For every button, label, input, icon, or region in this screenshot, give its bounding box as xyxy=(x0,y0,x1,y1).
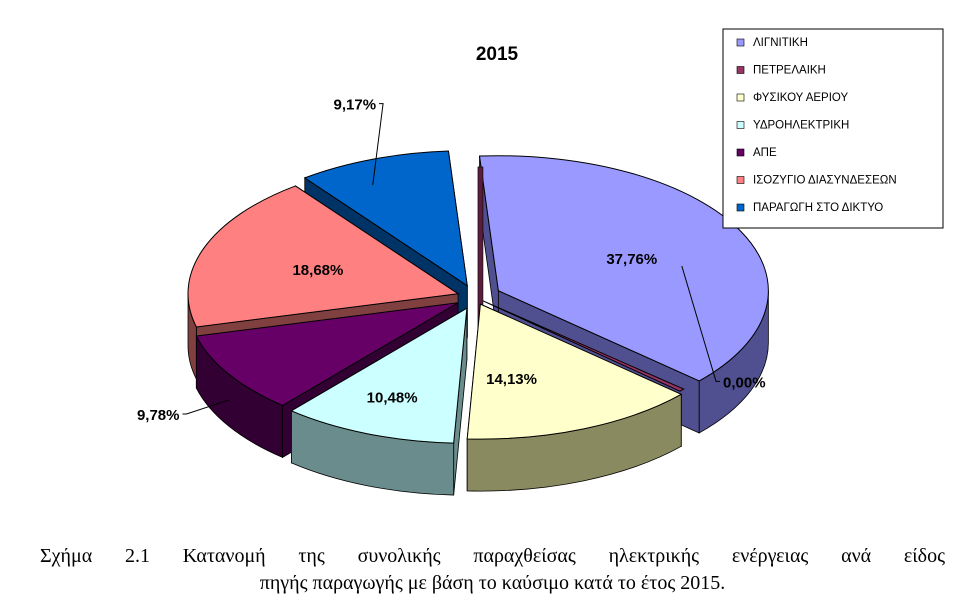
legend-box xyxy=(722,28,944,229)
pie-chart: 2015 37,76% 0,00% 14,13% 10,48% 9,78% 18,68% 9… xyxy=(137,28,944,496)
figure-caption: Σχήμα 2.1 Κατανομή της συνολικής παραχθε… xyxy=(40,543,945,597)
leader-line-απε xyxy=(182,399,229,415)
caption-line-1: Σχήμα 2.1 Κατανομή της συνολικής παραχθε… xyxy=(40,545,945,567)
legend-swatch-φυσικου-αεριου xyxy=(736,93,745,102)
leader-line-παραγωγη-στο-δικτυο xyxy=(372,103,384,186)
slice-απε xyxy=(195,302,459,406)
data-labels: 37,76% 0,00% 14,13% 10,48% 9,78% 18,68% 9,17% xyxy=(137,97,766,424)
legend-swatch-απε xyxy=(736,148,745,157)
legend-swatch-πετρελαικη xyxy=(736,66,745,74)
chart-title: 2015 xyxy=(476,44,519,65)
legend-swatch-λιγνιτικη xyxy=(736,38,745,47)
legend-label-φυσικου-αεριου: ΦΥΣΙΚΟΥ ΑΕΡΙΟΥ xyxy=(753,92,848,104)
caption-line-2: πηγής παραγωγής με βάση το καύσιμο κατά … xyxy=(259,572,726,594)
data-label-ισοζυγιο-διασυνδεσεων: 18,68% xyxy=(292,262,343,279)
data-label-λιγνιτικη: 37,76% xyxy=(606,251,657,268)
data-label-φυσικου-αεριου: 14,13% xyxy=(486,371,537,388)
legend-swatch-παραγωγη-στο-δικτυο xyxy=(736,203,745,212)
data-label-απε: 9,78% xyxy=(137,407,180,424)
data-label-πετρελαικη: 0,00% xyxy=(723,374,766,391)
legend-label-πετρελαικη: ΠΕΤΡΕΛΑΙΚΗ xyxy=(753,65,826,77)
legend-label-υδροηλεκτρικη: ΥΔΡΟΗΛΕΚΤΡΙΚΗ xyxy=(753,120,849,132)
legend-swatch-υδροηλεκτρικη xyxy=(736,121,745,129)
legend: ΛΙΓΝΙΤΙΚΗ ΠΕΤΡΕΛΑΙΚΗ ΦΥΣΙΚΟΥ ΑΕΡΙΟΥ ΥΔΡΟΗΛΕ… xyxy=(722,28,944,229)
slice-φυσικου-αεριου xyxy=(466,303,683,440)
legend-label-ισοζυγιο-διασυνδεσεων: ΙΣΟΖΥΓΙΟ ΔΙΑΣΥΝΔΕΣΕΩΝ xyxy=(753,175,897,187)
slice-υδροηλεκτρικη xyxy=(290,307,468,444)
leader-line-πετρελαικη xyxy=(681,265,721,382)
data-label-παραγωγη-στο-δικτυο: 9,17% xyxy=(334,97,377,114)
data-label-υδροηλεκτρικη: 10,48% xyxy=(367,390,418,407)
slice-λιγνιτικη xyxy=(478,155,769,382)
slice-ισοζυγιο-διασυνδεσεων xyxy=(187,185,460,328)
slice-παραγωγη-στο-δικτυο xyxy=(303,150,468,287)
legend-label-απε: ΑΠΕ xyxy=(753,147,777,159)
legend-label-παραγωγη-στο-δικτυο: ΠΑΡΑΓΩΓΗ ΣΤΟ ΔΙΚΤΥΟ xyxy=(753,202,883,214)
pie-group xyxy=(187,150,769,496)
legend-swatch-ισοζυγιο-διασυνδεσεων xyxy=(736,176,745,184)
legend-label-λιγνιτικη: ΛΙΓΝΙΤΙΚΗ xyxy=(753,37,808,49)
